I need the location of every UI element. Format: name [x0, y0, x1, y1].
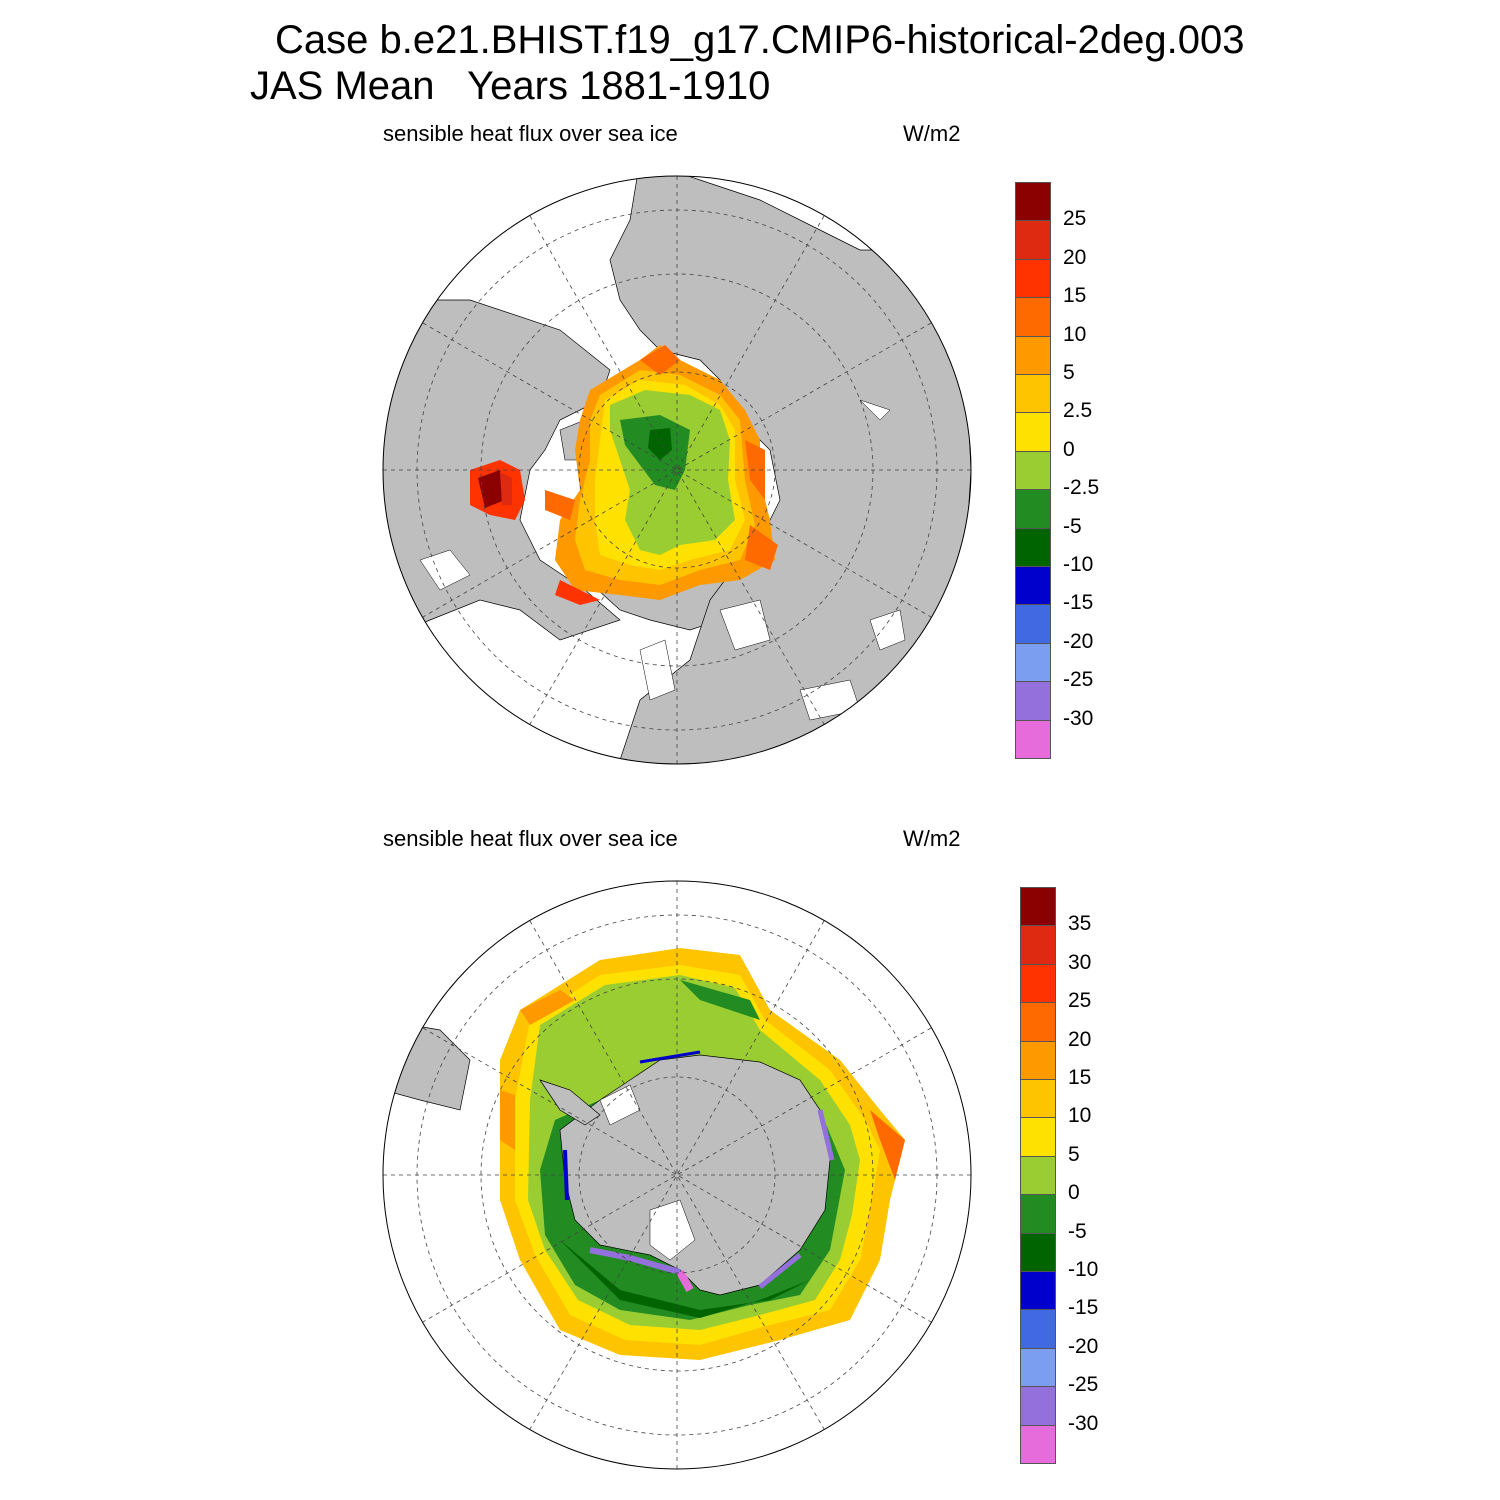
colorbar-swatch: [1020, 1117, 1056, 1157]
colorbar-tick-label: -25: [1063, 668, 1094, 692]
colorbar-tick-label: -20: [1068, 1334, 1099, 1358]
colorbar-tick-label: 20: [1068, 1027, 1092, 1051]
colorbar-swatch: [1015, 681, 1051, 721]
south-map: [382, 880, 972, 1470]
colorbar-swatch: [1015, 374, 1051, 414]
colorbar-swatch: [1015, 642, 1051, 683]
colorbar-swatch: [1020, 1002, 1056, 1042]
colorbar-swatch: [1020, 1155, 1056, 1196]
colorbar-swatch: [1015, 258, 1051, 299]
colorbar-tick-label: -5: [1063, 514, 1082, 538]
colorbar-swatch: [1015, 719, 1051, 759]
colorbar-swatch: [1020, 1386, 1056, 1426]
colorbar-tick-label: 5: [1063, 361, 1075, 384]
colorbar-tick-label: 15: [1063, 284, 1087, 308]
south-panel-units: W/m2: [903, 826, 961, 851]
colorbar-tick-label: 10: [1068, 1104, 1092, 1128]
colorbar-tick-label: 35: [1068, 912, 1092, 936]
colorbar-tick-label: 25: [1063, 207, 1087, 231]
colorbar-tick-label: -15: [1068, 1296, 1099, 1320]
colorbar-tick-label: 15: [1068, 1066, 1092, 1089]
south-panel-variable-label: sensible heat flux over sea ice: [383, 826, 678, 851]
south-colorbar: [1020, 887, 1056, 1464]
north-panel-units: W/m2: [903, 121, 961, 146]
colorbar-swatch: [1020, 1232, 1056, 1272]
colorbar-swatch: [1015, 220, 1051, 260]
colorbar-tick-label: 20: [1063, 245, 1087, 269]
colorbar-swatch: [1015, 182, 1051, 222]
colorbar-tick-label: 5: [1068, 1142, 1080, 1166]
colorbar-swatch: [1020, 1347, 1056, 1388]
north-colorbar: [1015, 182, 1051, 759]
colorbar-tick-label: 0: [1068, 1181, 1080, 1205]
colorbar-tick-label: -25: [1068, 1373, 1099, 1397]
colorbar-tick-label: -15: [1063, 591, 1094, 615]
colorbar-swatch: [1015, 297, 1051, 337]
colorbar-swatch: [1020, 1194, 1056, 1234]
colorbar-tick-label: -10: [1063, 553, 1094, 576]
colorbar-swatch: [1020, 1424, 1056, 1464]
colorbar-swatch: [1020, 925, 1056, 965]
north-flux-field: [470, 345, 778, 605]
south-coastal-band: [563, 1050, 835, 1292]
colorbar-tick-label: -5: [1068, 1219, 1087, 1243]
colorbar-tick-label: 2.5: [1063, 399, 1093, 423]
colorbar-tick-label: 10: [1063, 322, 1087, 346]
colorbar-swatch: [1015, 412, 1051, 452]
colorbar-tick-label: -2.5: [1063, 476, 1100, 500]
colorbar-tick-label: 30: [1068, 950, 1092, 974]
colorbar-swatch: [1020, 887, 1056, 927]
colorbar-tick-label: -10: [1068, 1258, 1099, 1281]
colorbar-swatch: [1020, 1309, 1056, 1349]
colorbar-swatch: [1015, 450, 1051, 491]
north-panel-variable-label: sensible heat flux over sea ice: [383, 121, 678, 146]
figure-title-line1: Case b.e21.BHIST.f19_g17.CMIP6-historica…: [275, 18, 1245, 62]
colorbar-swatch: [1015, 335, 1051, 375]
colorbar-swatch: [1015, 527, 1051, 567]
figure-title-line2: JAS Mean Years 1881-1910: [250, 64, 771, 108]
colorbar-swatch: [1020, 1040, 1056, 1080]
colorbar-tick-label: -30: [1063, 706, 1094, 730]
colorbar-swatch: [1020, 1079, 1056, 1119]
colorbar-tick-label: 0: [1063, 437, 1075, 461]
colorbar-swatch: [1015, 566, 1051, 606]
south-graticule: [383, 881, 971, 1469]
colorbar-swatch: [1020, 1271, 1056, 1311]
north-graticule: [383, 176, 971, 764]
colorbar-swatch: [1015, 489, 1051, 529]
colorbar-tick-label: -30: [1068, 1411, 1099, 1435]
colorbar-tick-label: -20: [1063, 629, 1094, 653]
north-map: [382, 175, 972, 765]
colorbar-tick-label: 25: [1068, 989, 1092, 1013]
colorbar-swatch: [1020, 963, 1056, 1004]
colorbar-swatch: [1015, 604, 1051, 644]
